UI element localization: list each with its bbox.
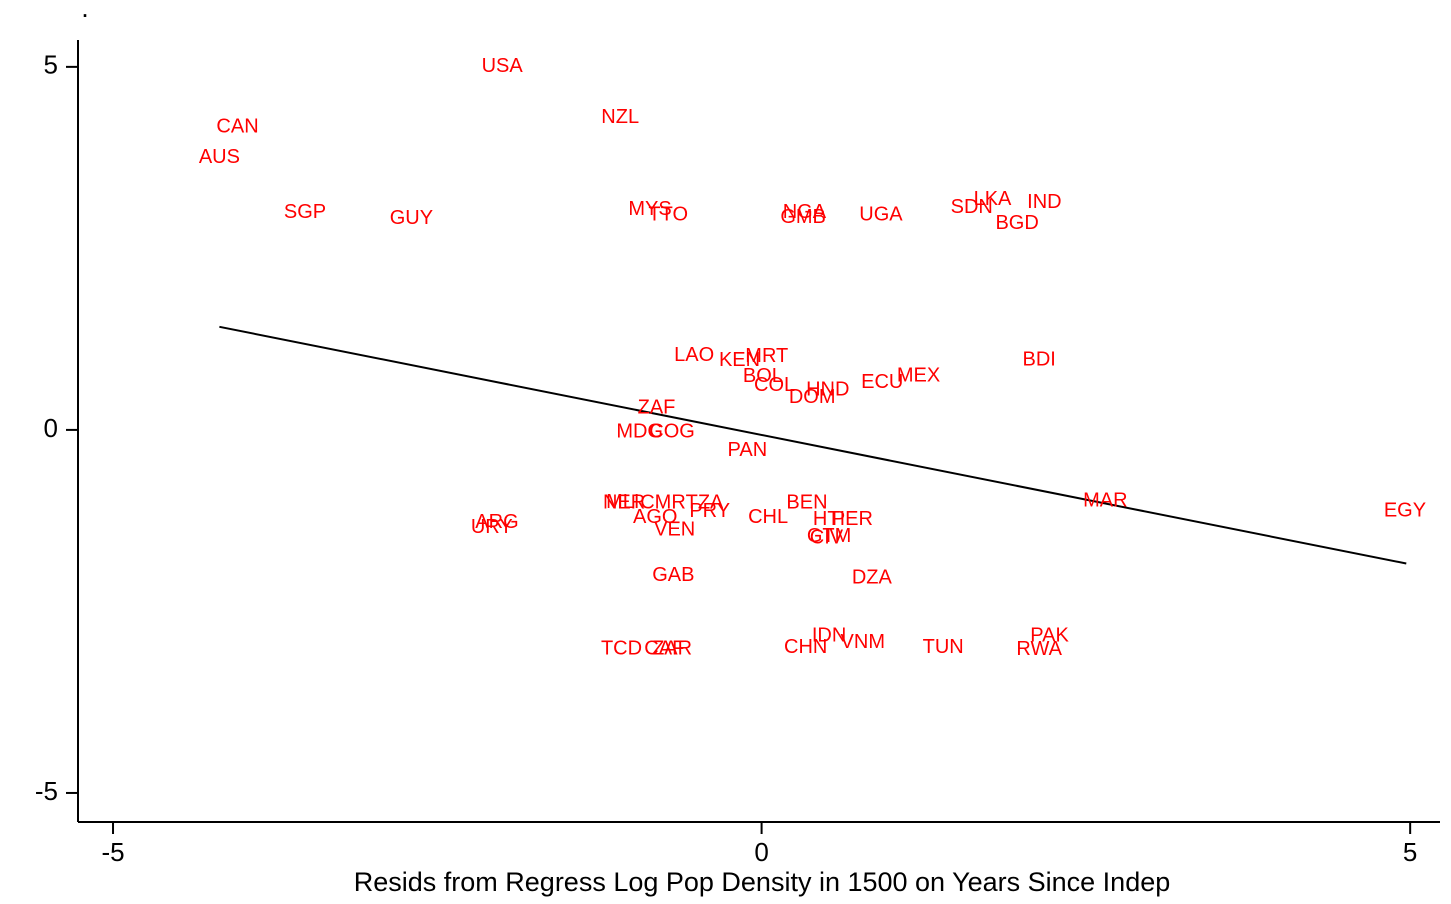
point-label: MYS bbox=[628, 198, 671, 220]
point-label: BDI bbox=[1023, 348, 1056, 370]
point-label: LAO bbox=[674, 344, 714, 366]
point-label: BEN bbox=[786, 492, 827, 514]
point-label: PAN bbox=[728, 439, 768, 461]
point-label: SGP bbox=[284, 201, 326, 223]
point-label: UGA bbox=[859, 203, 903, 225]
point-label: NER bbox=[603, 492, 645, 514]
point-label: CHN bbox=[784, 636, 827, 658]
point-label: CHL bbox=[748, 506, 788, 528]
point-label: LKA bbox=[974, 188, 1012, 210]
point-label: GAB bbox=[652, 564, 694, 586]
point-label: NGA bbox=[783, 201, 827, 223]
x-tick-label: 0 bbox=[754, 837, 768, 867]
point-label: PER bbox=[832, 508, 873, 530]
point-label: DZA bbox=[852, 566, 893, 588]
point-label: MLI bbox=[606, 491, 639, 513]
point-label: IDN bbox=[812, 624, 846, 646]
point-label: GMB bbox=[780, 206, 826, 228]
point-label: TZA bbox=[686, 492, 724, 514]
point-label: VEN bbox=[654, 518, 695, 540]
point-label: GUY bbox=[390, 207, 433, 229]
point-label: RWA bbox=[1016, 638, 1062, 660]
point-label: TTO bbox=[648, 203, 688, 225]
point-label: PRY bbox=[689, 500, 730, 522]
point-label: NZL bbox=[601, 106, 639, 128]
point-label: GTM bbox=[807, 525, 851, 547]
point-label: MRT bbox=[745, 345, 788, 367]
x-tick-label: 5 bbox=[1403, 837, 1417, 867]
point-label: DOM bbox=[789, 386, 836, 408]
point-label: CMR bbox=[640, 492, 686, 514]
point-label: PAK bbox=[1030, 624, 1069, 646]
point-label: ECU bbox=[861, 371, 903, 393]
point-label: MEX bbox=[897, 364, 940, 386]
x-tick-label: -5 bbox=[101, 837, 124, 867]
point-label: COG bbox=[649, 420, 695, 442]
y-tick-label: 5 bbox=[44, 50, 58, 80]
point-label: ZAF bbox=[638, 396, 676, 418]
point-label: HTI bbox=[813, 508, 845, 530]
point-label: CAN bbox=[216, 115, 258, 137]
point-label: ARG bbox=[475, 511, 518, 533]
point-label: TUN bbox=[923, 636, 964, 658]
point-label: MAR bbox=[1083, 489, 1127, 511]
point-label: COL bbox=[754, 374, 795, 396]
point-label: ZAR bbox=[652, 637, 692, 659]
fit-line bbox=[219, 325, 1407, 565]
x-axis-title: Resids from Regress Log Pop Density in 1… bbox=[354, 867, 1171, 897]
point-label: AGO bbox=[633, 506, 677, 528]
y-axis-title: . bbox=[81, 0, 89, 23]
point-label: CAF bbox=[644, 637, 684, 659]
point-label: SDN bbox=[951, 196, 993, 218]
point-label: EGY bbox=[1384, 500, 1426, 522]
point-label: USA bbox=[482, 55, 524, 77]
point-label: URY bbox=[471, 516, 513, 538]
point-label: IND bbox=[1027, 191, 1061, 213]
point-label: MDG bbox=[616, 420, 663, 442]
point-label: CIV bbox=[810, 526, 844, 548]
point-label: BGD bbox=[995, 212, 1038, 234]
point-label: HND bbox=[806, 378, 849, 400]
point-label: KEN bbox=[719, 349, 760, 371]
y-tick-label: -5 bbox=[35, 776, 58, 806]
point-label: VNM bbox=[841, 631, 885, 653]
point-label: TCD bbox=[601, 637, 642, 659]
point-label: AUS bbox=[199, 146, 240, 168]
y-tick-label: 0 bbox=[44, 413, 58, 443]
point-label: BOL bbox=[743, 365, 783, 387]
